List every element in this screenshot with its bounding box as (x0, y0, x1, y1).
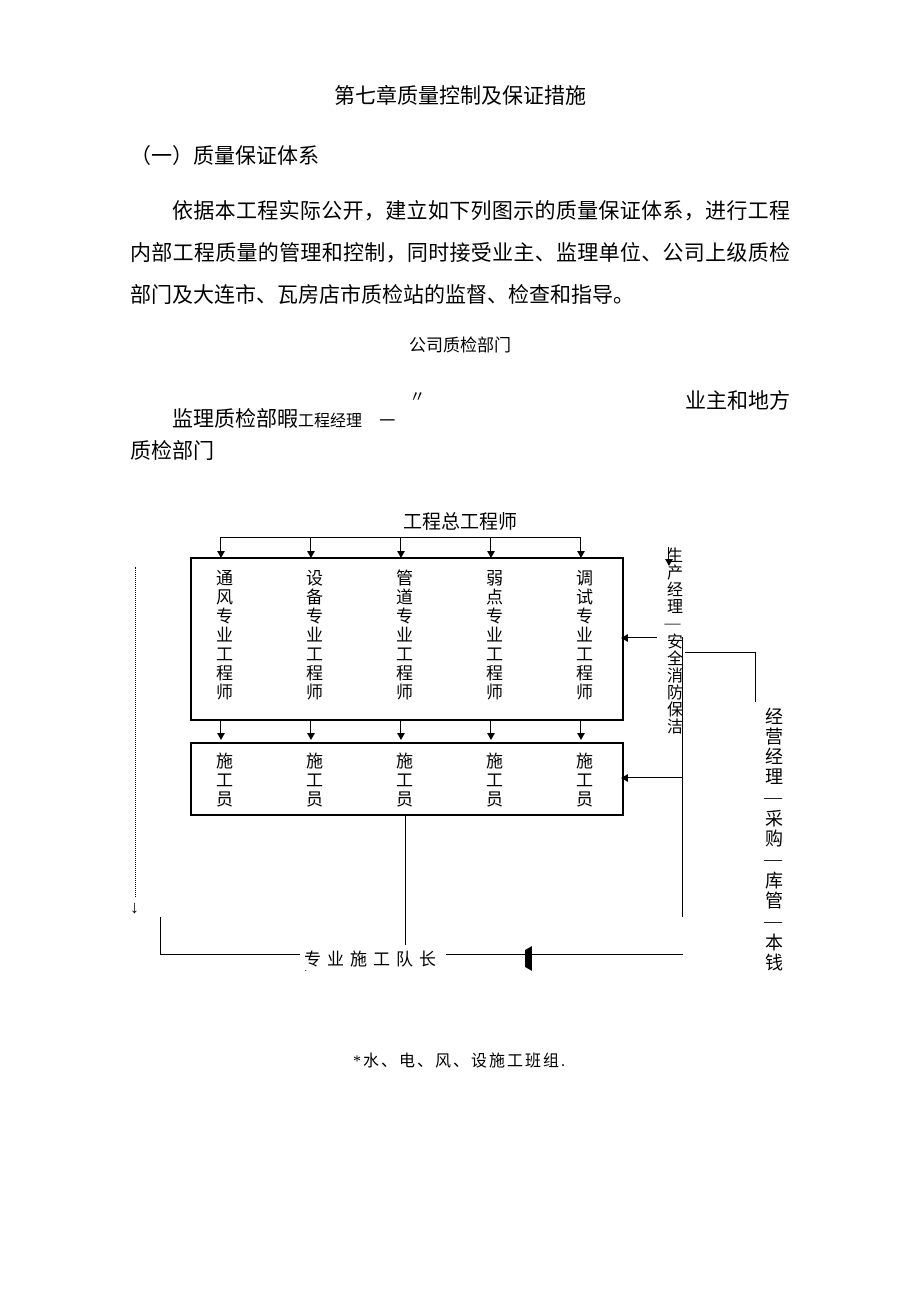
footer-note: *水、电、风、设施工班组. (130, 1047, 790, 1071)
arrow-down-icon (220, 537, 221, 557)
section-heading: （一）质量保证体系 (130, 140, 790, 170)
engineer-ventilation: 通风专业工程师 (210, 569, 235, 702)
flowchart: 工程总工程师 通风专业工程师 设备专业工程师 管道专业工程师 弱点专业工程师 调… (130, 507, 790, 987)
engineer-equipment: 设备专业工程师 (300, 569, 325, 702)
chapter-title: 第七章质量控制及保证措施 (130, 80, 790, 110)
production-manager-column: 生产经理—安全消防保洁 (660, 547, 684, 735)
arrow-down-icon (310, 719, 311, 739)
worker-2: 施工员 (300, 752, 325, 809)
supervision-dept-label: 监理质检部暇 (172, 407, 298, 431)
arrow-down-icon: ↓ (130, 897, 139, 918)
owner-label: 业主和地方 (643, 386, 790, 418)
body-paragraph: 依据本工程实际公开，建立如下列图示的质量保证体系，进行工程内部工程质量的管理和控… (130, 190, 790, 316)
arrow-down-icon (220, 719, 221, 739)
connector-line (755, 652, 756, 702)
chief-engineer-label: 工程总工程师 (403, 507, 517, 534)
connector-line (160, 917, 161, 954)
document-page: 第七章质量控制及保证措施 （一）质量保证体系 依据本工程实际公开，建立如下列图示… (0, 0, 920, 1111)
arrow-down-icon (310, 537, 311, 557)
worker-4: 施工员 (480, 752, 505, 809)
engineer-lowvoltage: 弱点专业工程师 (480, 569, 505, 702)
worker-5: 施工员 (570, 752, 595, 809)
ditto-mark: 〃一 (367, 386, 407, 434)
project-manager-label: 工程经理 (298, 413, 362, 430)
top-org-label: 公司质检部门 (130, 331, 790, 356)
connector-line (622, 777, 682, 778)
arrow-down-icon (580, 719, 581, 739)
connector-line (405, 814, 406, 954)
connector-line (685, 652, 755, 653)
worker-1: 施工员 (210, 752, 235, 809)
arrow-down-icon (400, 719, 401, 739)
engineer-piping: 管道专业工程师 (390, 569, 415, 702)
arrow-left-icon (525, 950, 532, 968)
arrow-down-icon (580, 537, 581, 557)
engineer-commissioning: 调试专业工程师 (570, 569, 595, 702)
business-manager-column: 经营经理—采购—库管—本钱 (760, 707, 786, 973)
connector-line (682, 637, 683, 917)
qc-dept-label: 质检部门 (130, 436, 790, 468)
arrow-down-icon (490, 537, 491, 557)
arrow-down-icon (490, 719, 491, 739)
arrow-down-icon (400, 537, 401, 557)
connector-line (622, 637, 657, 638)
team-leader-label: 专业施工队长 (300, 945, 446, 970)
mid-row: 监理质检部暇工程经理 〃一 业主和地方 质检部门 (130, 386, 790, 467)
connector-line (135, 567, 136, 897)
worker-3: 施工员 (390, 752, 415, 809)
